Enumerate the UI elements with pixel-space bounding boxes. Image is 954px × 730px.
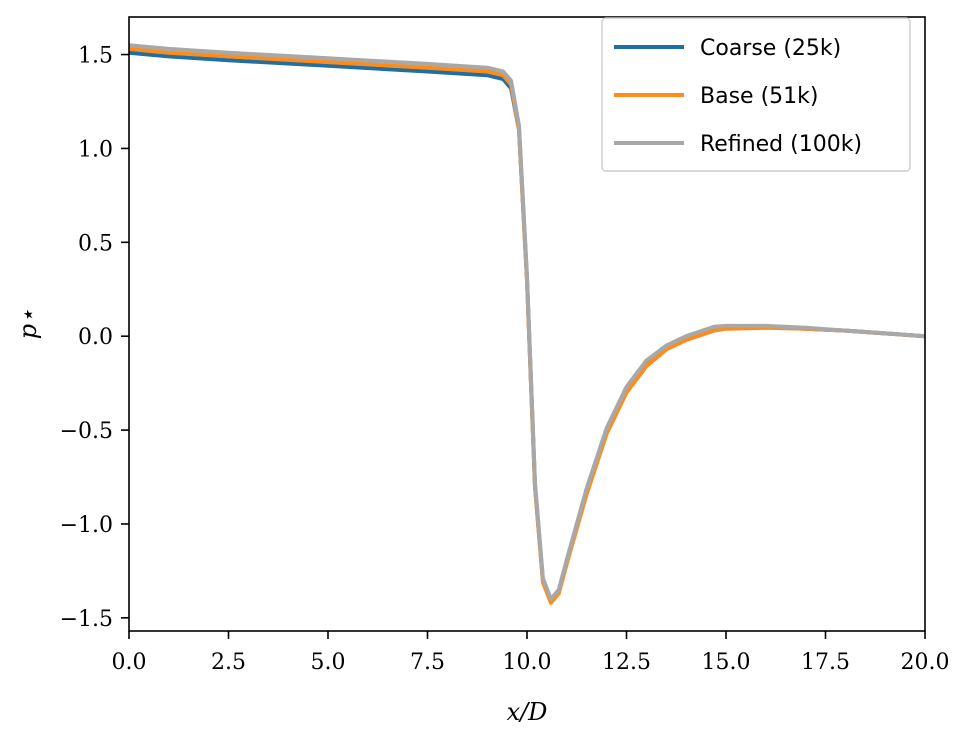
y-tick-label: 1.5 bbox=[78, 44, 113, 69]
y-tick-label: 0.0 bbox=[78, 325, 113, 350]
series-layer bbox=[128, 43, 926, 605]
legend-box bbox=[601, 17, 911, 172]
x-tick-label: 17.5 bbox=[801, 650, 850, 675]
x-tick-label: 15.0 bbox=[702, 650, 751, 675]
y-tick-label: 1.0 bbox=[78, 137, 113, 162]
x-tick-label: 5.0 bbox=[311, 650, 346, 675]
legend-label-0: Coarse (25k) bbox=[700, 36, 841, 61]
x-tick-label: 0.0 bbox=[112, 650, 147, 675]
x-axis-label: x/D bbox=[507, 698, 548, 726]
x-tick-label: 20.0 bbox=[901, 650, 950, 675]
x-tick-label: 10.0 bbox=[503, 650, 552, 675]
x-axis: 0.0 2.5 5.0 7.5 10.0 12.5 15.0 17.5 20.0 bbox=[112, 631, 950, 675]
x-tick-label: 12.5 bbox=[602, 650, 651, 675]
y-tick-label: −1.5 bbox=[60, 607, 113, 632]
y-axis-label: p⋆ bbox=[14, 309, 42, 339]
series-line-2 bbox=[128, 43, 926, 602]
x-tick-label: 2.5 bbox=[211, 650, 246, 675]
y-tick-label: −1.0 bbox=[60, 513, 113, 538]
y-tick-label: −0.5 bbox=[60, 419, 113, 444]
legend-label-2: Refined (100k) bbox=[700, 132, 862, 157]
x-tick-label: 7.5 bbox=[410, 650, 445, 675]
y-axis: −1.5 −1.0 −0.5 0.0 0.5 1.0 1.5 bbox=[60, 44, 129, 632]
legend: Coarse (25k) Base (51k) Refined (100k) bbox=[601, 17, 911, 172]
legend-label-1: Base (51k) bbox=[700, 84, 818, 109]
y-tick-label: 0.5 bbox=[78, 231, 113, 256]
